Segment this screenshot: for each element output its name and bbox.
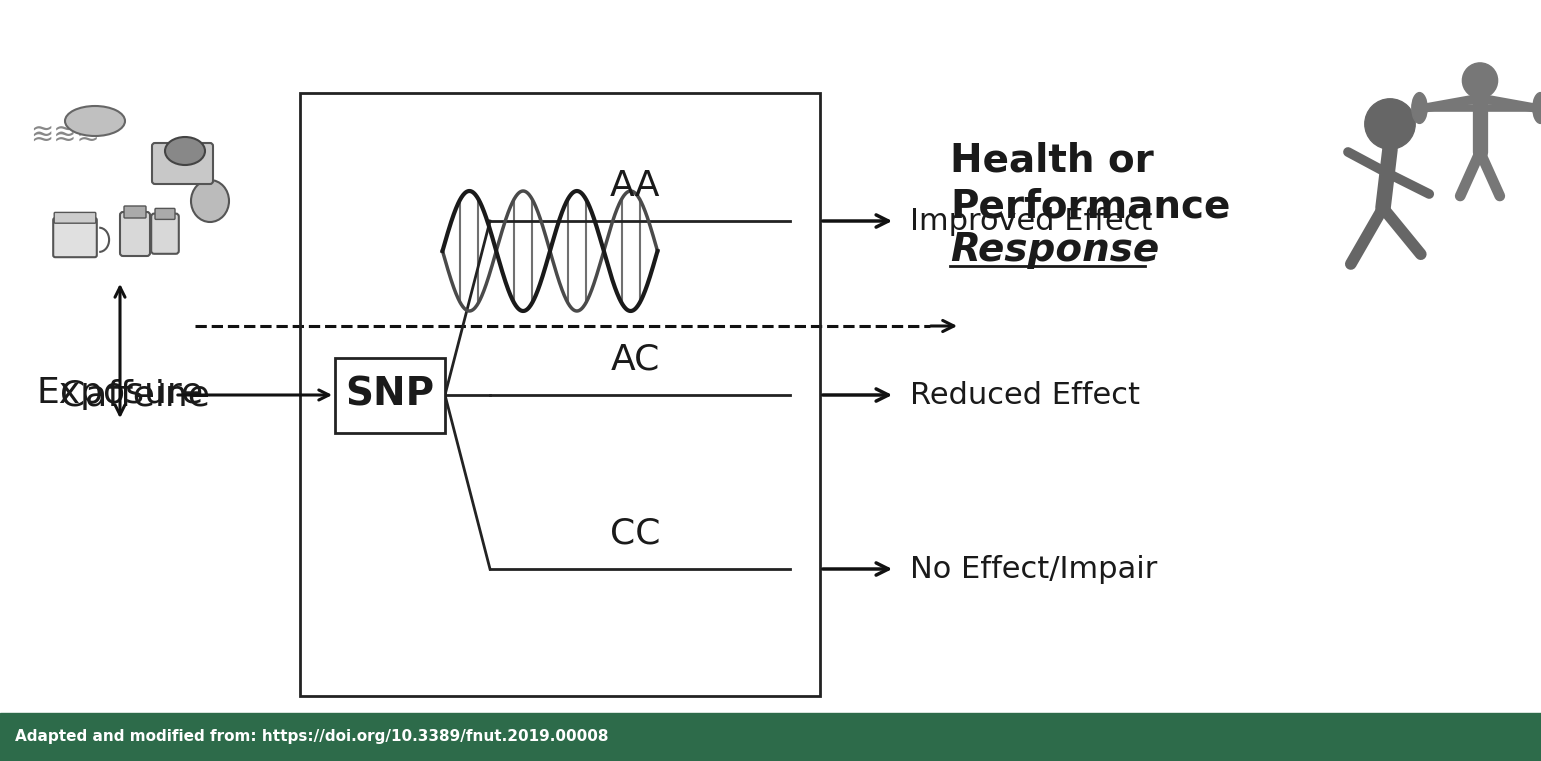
Text: Caffeine: Caffeine [60,378,210,412]
Ellipse shape [65,106,125,136]
Text: Improved Effect: Improved Effect [911,206,1153,235]
Text: Reduced Effect: Reduced Effect [911,380,1140,409]
Text: AC: AC [610,343,660,377]
Text: Exposure: Exposure [37,376,203,410]
Ellipse shape [191,180,230,222]
Text: CC: CC [610,517,660,551]
Text: No Effect/Impair: No Effect/Impair [911,555,1157,584]
Bar [0,713,1541,761]
Ellipse shape [165,137,205,165]
Text: Adapted and modified from: https://doi.org/10.3389/fnut.2019.00008: Adapted and modified from: https://doi.o… [15,730,609,744]
FancyBboxPatch shape [123,206,146,218]
Text: Response: Response [949,231,1159,269]
Text: SNP: SNP [345,376,435,414]
FancyBboxPatch shape [153,143,213,184]
FancyBboxPatch shape [151,214,179,254]
Circle shape [1365,99,1415,149]
Text: ≋≋≋: ≋≋≋ [29,121,100,149]
Ellipse shape [1412,93,1427,123]
Circle shape [1462,63,1498,98]
Bar [334,358,445,432]
Bar [300,93,820,696]
Text: AA: AA [610,169,660,203]
FancyBboxPatch shape [54,218,97,257]
FancyBboxPatch shape [54,212,96,223]
FancyBboxPatch shape [120,212,149,256]
Text: Health or
Performance: Health or Performance [949,141,1230,226]
FancyBboxPatch shape [156,209,176,219]
Ellipse shape [1533,93,1541,123]
